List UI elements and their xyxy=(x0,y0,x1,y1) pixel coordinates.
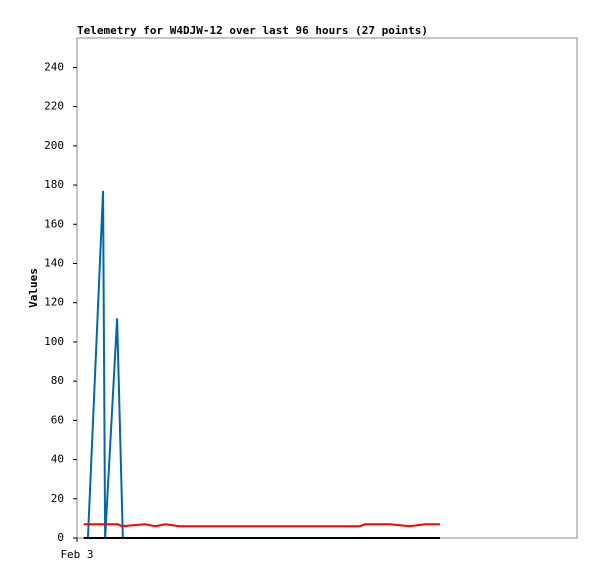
y-tick-label: 60 xyxy=(51,413,64,426)
chart-title: Telemetry for W4DJW-12 over last 96 hour… xyxy=(77,24,428,37)
series-line xyxy=(83,523,441,528)
y-tick-label: 240 xyxy=(44,60,64,73)
y-tick-label: 20 xyxy=(51,492,64,505)
y-tick-label: 160 xyxy=(44,217,64,230)
y-axis-label: Values xyxy=(27,268,40,308)
y-tick-label: 0 xyxy=(57,531,64,544)
x-tick-label: Feb 3 xyxy=(60,548,93,561)
y-tick-label: 80 xyxy=(51,374,64,387)
y-tick-label: 200 xyxy=(44,139,64,152)
y-tick-label: 180 xyxy=(44,178,64,191)
y-tick-label: 220 xyxy=(44,100,64,113)
y-tick-label: 140 xyxy=(44,256,64,269)
y-tick-label: 120 xyxy=(44,296,64,309)
y-tick-label: 100 xyxy=(44,335,64,348)
y-tick-label: 40 xyxy=(51,453,64,466)
